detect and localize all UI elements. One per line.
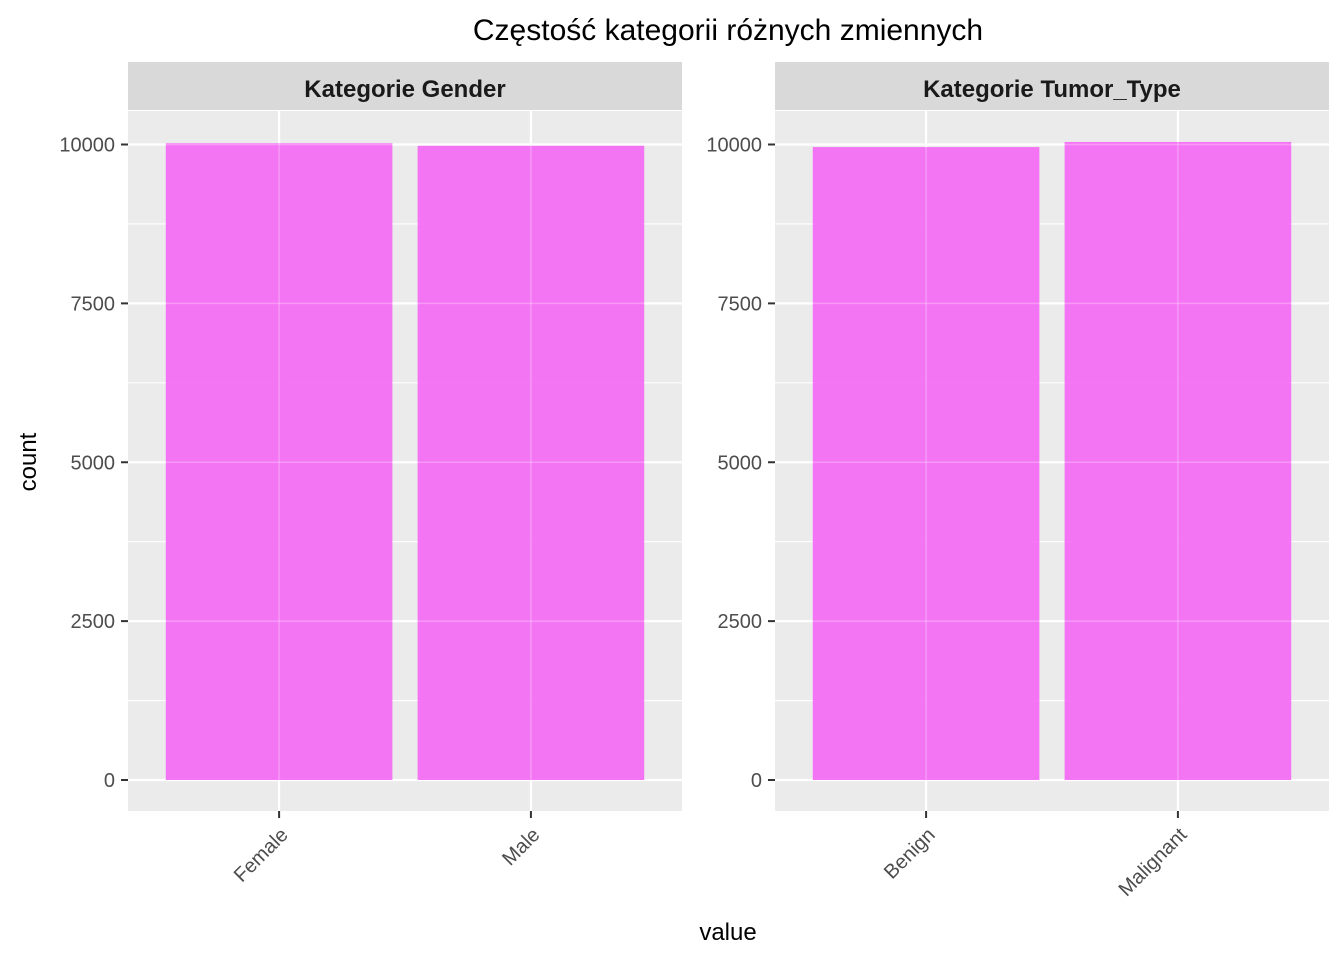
y-tick-label: 5000 [71, 452, 116, 474]
bars [128, 143, 682, 780]
x-axis-title: value [699, 919, 756, 946]
y-axis: 0 2500 5000 7500 10000 [59, 135, 128, 792]
x-tick-label: Female [230, 824, 293, 887]
y-tick-label: 2500 [718, 611, 763, 633]
bars [775, 141, 1329, 781]
y-axis: 0 2500 5000 7500 10000 [706, 135, 775, 792]
x-tick-label: Malignant [1115, 824, 1192, 901]
strip-background [128, 62, 682, 110]
y-tick-label: 10000 [59, 135, 115, 157]
x-tick-label: Male [498, 824, 544, 870]
panel-gender: Kategorie Gender 0 2500 5000 7500 10000 Fema… [59, 62, 682, 887]
y-tick-label: 7500 [71, 293, 116, 315]
x-axis: Female Male [230, 811, 544, 887]
chart-title: Częstość kategorii różnych zmiennych [473, 14, 983, 47]
x-axis: Benign Malignant [880, 811, 1192, 901]
strip-label: Kategorie Gender [304, 76, 505, 103]
bar-malignant [1064, 141, 1292, 780]
bar-male [417, 145, 645, 780]
y-axis-title: count [15, 432, 42, 491]
y-tick-label: 0 [104, 770, 115, 792]
y-tick-label: 5000 [718, 452, 763, 474]
strip-label: Kategorie Tumor_Type [923, 76, 1181, 103]
strip-background [775, 62, 1329, 110]
y-tick-label: 2500 [71, 611, 116, 633]
y-tick-label: 7500 [718, 293, 763, 315]
bar-female [165, 143, 393, 780]
y-tick-label: 0 [751, 770, 762, 792]
x-tick-label: Benign [880, 824, 940, 884]
bar-benign [812, 147, 1040, 781]
panel-tumor-type: Kategorie Tumor_Type 025005000750010000 … [706, 62, 1329, 901]
y-tick-label: 10000 [706, 135, 762, 157]
